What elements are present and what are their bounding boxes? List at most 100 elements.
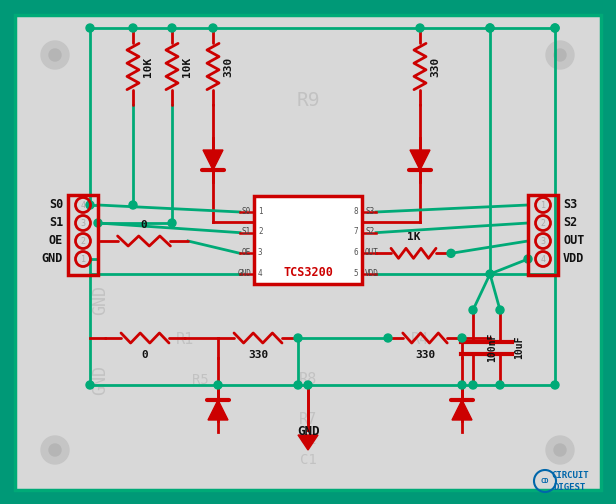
Text: 3: 3 — [258, 248, 262, 257]
Text: GND: GND — [297, 425, 319, 438]
Text: 330: 330 — [223, 56, 233, 77]
Text: GND: GND — [296, 201, 318, 214]
Text: 3: 3 — [81, 219, 86, 227]
Bar — [68, 195, 98, 275]
Text: R1: R1 — [176, 333, 194, 347]
Text: 3: 3 — [540, 236, 546, 245]
Text: S2: S2 — [365, 227, 375, 236]
Circle shape — [129, 24, 137, 32]
Circle shape — [41, 41, 69, 69]
Text: S3: S3 — [365, 207, 375, 216]
Text: S1: S1 — [49, 217, 63, 229]
Circle shape — [294, 334, 302, 342]
Text: 1: 1 — [258, 207, 262, 216]
Text: VDD: VDD — [563, 253, 585, 266]
Text: 2: 2 — [540, 219, 546, 227]
Circle shape — [447, 249, 455, 258]
Circle shape — [496, 306, 504, 314]
Text: R4: R4 — [411, 333, 429, 347]
Circle shape — [486, 24, 494, 32]
Text: 330: 330 — [415, 350, 435, 360]
Circle shape — [209, 24, 217, 32]
Text: 2: 2 — [81, 236, 86, 245]
Circle shape — [554, 444, 566, 456]
Circle shape — [469, 306, 477, 314]
Text: OE: OE — [241, 248, 251, 257]
Text: S0: S0 — [241, 207, 251, 216]
Circle shape — [94, 219, 102, 227]
Text: 10uF: 10uF — [514, 336, 524, 359]
Text: 4: 4 — [540, 255, 546, 264]
Text: 6: 6 — [354, 248, 358, 257]
Circle shape — [546, 436, 574, 464]
Text: 4: 4 — [81, 201, 86, 210]
Text: R7: R7 — [299, 412, 317, 427]
Text: 2: 2 — [258, 227, 262, 236]
Text: 330: 330 — [430, 56, 440, 77]
Circle shape — [416, 24, 424, 32]
Circle shape — [303, 218, 311, 226]
Text: 4: 4 — [258, 269, 262, 278]
Circle shape — [294, 381, 302, 389]
Circle shape — [496, 381, 504, 389]
Circle shape — [486, 24, 494, 32]
Text: S1: S1 — [241, 227, 251, 236]
Text: CD: CD — [541, 478, 549, 484]
Text: 10K: 10K — [143, 56, 153, 77]
Circle shape — [384, 334, 392, 342]
Text: DIGEST: DIGEST — [554, 483, 586, 492]
Polygon shape — [203, 150, 223, 170]
Circle shape — [168, 219, 176, 227]
Text: S0: S0 — [49, 199, 63, 212]
Circle shape — [41, 436, 69, 464]
Text: 330: 330 — [248, 350, 268, 360]
Circle shape — [469, 381, 477, 389]
Text: OUT: OUT — [365, 248, 379, 257]
Polygon shape — [452, 400, 472, 420]
Circle shape — [551, 24, 559, 32]
Text: 7: 7 — [354, 227, 358, 236]
Circle shape — [86, 201, 94, 209]
Circle shape — [129, 201, 137, 209]
Circle shape — [168, 24, 176, 32]
Text: 8: 8 — [354, 207, 358, 216]
Text: VDD: VDD — [365, 269, 379, 278]
Text: 100nF: 100nF — [487, 333, 497, 362]
Text: 1K: 1K — [407, 232, 420, 242]
Polygon shape — [410, 150, 430, 170]
Circle shape — [214, 381, 222, 389]
Circle shape — [86, 381, 94, 389]
Text: TCS3200: TCS3200 — [283, 266, 333, 279]
Circle shape — [49, 49, 61, 61]
Polygon shape — [297, 227, 317, 242]
Text: 1: 1 — [540, 201, 546, 210]
Circle shape — [554, 49, 566, 61]
Text: C1: C1 — [299, 453, 317, 467]
Text: R9: R9 — [296, 91, 320, 109]
Bar — [528, 195, 558, 275]
Text: GND: GND — [237, 269, 251, 278]
Text: 10K: 10K — [182, 56, 192, 77]
Circle shape — [551, 24, 559, 32]
Circle shape — [546, 41, 574, 69]
Polygon shape — [208, 400, 228, 420]
Text: CIRCUIT: CIRCUIT — [551, 471, 589, 479]
Text: GND: GND — [42, 253, 63, 266]
Circle shape — [304, 381, 312, 389]
Text: 1: 1 — [81, 255, 86, 264]
Circle shape — [458, 381, 466, 389]
Text: GND: GND — [91, 285, 109, 315]
Text: S3: S3 — [563, 199, 577, 212]
Bar — [254, 196, 362, 284]
Text: C2: C2 — [299, 433, 317, 447]
Circle shape — [86, 24, 94, 32]
Polygon shape — [298, 435, 318, 450]
Text: R8: R8 — [299, 372, 317, 388]
Text: S2: S2 — [563, 217, 577, 229]
Text: GND: GND — [91, 365, 109, 395]
Circle shape — [551, 381, 559, 389]
Text: 5: 5 — [354, 269, 358, 278]
Text: 0: 0 — [140, 220, 147, 230]
Text: 0: 0 — [142, 350, 148, 360]
Circle shape — [486, 270, 494, 278]
